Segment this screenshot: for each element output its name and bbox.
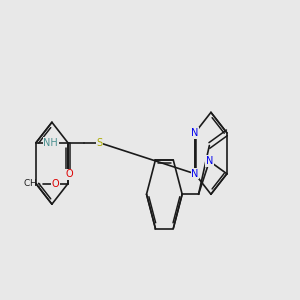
Text: N: N [206, 156, 213, 166]
Text: N: N [191, 128, 199, 138]
Text: N: N [191, 169, 199, 179]
Text: O: O [52, 179, 59, 189]
Text: CH$_3$: CH$_3$ [23, 177, 41, 190]
Text: NH: NH [44, 138, 58, 148]
Text: S: S [97, 138, 103, 148]
Text: O: O [65, 169, 73, 179]
